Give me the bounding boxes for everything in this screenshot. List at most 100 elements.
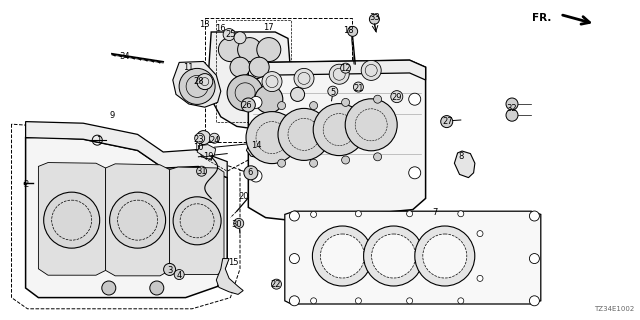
Text: 14: 14: [251, 141, 261, 150]
Text: 7: 7: [433, 208, 438, 217]
Text: 28: 28: [193, 77, 204, 86]
Circle shape: [249, 57, 269, 77]
Circle shape: [218, 38, 243, 61]
Text: 31: 31: [196, 167, 207, 176]
Circle shape: [345, 99, 397, 151]
Polygon shape: [208, 32, 291, 130]
Polygon shape: [246, 142, 272, 158]
Circle shape: [196, 131, 211, 145]
Text: 29: 29: [392, 93, 402, 102]
Circle shape: [310, 102, 317, 110]
Circle shape: [312, 226, 372, 286]
Circle shape: [406, 298, 413, 304]
Circle shape: [529, 253, 540, 264]
Circle shape: [506, 109, 518, 121]
Text: 33: 33: [369, 13, 380, 22]
Circle shape: [197, 74, 213, 90]
Text: 34: 34: [120, 52, 130, 60]
Text: 22: 22: [270, 280, 280, 289]
Circle shape: [291, 87, 305, 101]
Circle shape: [230, 57, 250, 77]
Circle shape: [255, 85, 283, 113]
Circle shape: [250, 170, 262, 182]
Circle shape: [328, 86, 338, 96]
Circle shape: [374, 153, 381, 161]
Polygon shape: [285, 211, 541, 304]
Circle shape: [164, 263, 175, 276]
Circle shape: [109, 192, 166, 248]
Text: 11: 11: [184, 63, 194, 72]
Circle shape: [289, 253, 300, 264]
Circle shape: [409, 167, 420, 179]
Text: 4: 4: [177, 271, 182, 280]
Circle shape: [209, 133, 220, 143]
Circle shape: [289, 211, 300, 221]
Circle shape: [529, 211, 540, 221]
Circle shape: [321, 234, 364, 278]
Text: 30: 30: [232, 220, 242, 228]
Circle shape: [361, 60, 381, 80]
Text: FR.: FR.: [532, 13, 552, 23]
Text: 21: 21: [353, 84, 364, 92]
Polygon shape: [26, 122, 227, 178]
Circle shape: [237, 38, 262, 61]
Circle shape: [195, 133, 205, 143]
Text: 24: 24: [209, 136, 220, 145]
Circle shape: [372, 234, 415, 278]
Circle shape: [241, 98, 255, 112]
Circle shape: [313, 104, 365, 156]
Circle shape: [257, 38, 281, 61]
Circle shape: [271, 279, 282, 289]
Text: TZ34E1002: TZ34E1002: [594, 306, 634, 312]
Circle shape: [244, 166, 258, 180]
Text: 2: 2: [23, 180, 28, 188]
Circle shape: [310, 298, 317, 304]
Circle shape: [353, 82, 364, 92]
Text: 6: 6: [247, 168, 252, 177]
Polygon shape: [106, 164, 170, 276]
Polygon shape: [216, 259, 243, 294]
Circle shape: [227, 75, 263, 111]
Circle shape: [278, 159, 285, 167]
Text: 1: 1: [97, 136, 102, 145]
Circle shape: [310, 212, 317, 217]
Polygon shape: [454, 151, 475, 178]
Polygon shape: [38, 163, 106, 275]
Circle shape: [391, 91, 403, 103]
Text: 27: 27: [443, 117, 453, 126]
Circle shape: [44, 192, 100, 248]
Circle shape: [342, 99, 349, 106]
Circle shape: [262, 72, 282, 92]
Polygon shape: [248, 60, 426, 83]
Text: 13: 13: [200, 20, 210, 28]
Circle shape: [506, 98, 518, 110]
Circle shape: [234, 32, 246, 44]
Circle shape: [355, 211, 362, 217]
Circle shape: [340, 63, 351, 73]
Circle shape: [223, 28, 235, 41]
Circle shape: [150, 281, 164, 295]
Circle shape: [348, 26, 358, 36]
Circle shape: [246, 112, 298, 164]
Text: 25: 25: [225, 30, 236, 39]
Polygon shape: [197, 145, 216, 157]
Circle shape: [342, 156, 349, 164]
Circle shape: [289, 296, 300, 306]
Circle shape: [406, 211, 413, 217]
Circle shape: [369, 14, 380, 24]
Circle shape: [441, 116, 452, 128]
Text: 32: 32: [507, 104, 517, 113]
Text: 3: 3: [167, 266, 172, 275]
Circle shape: [329, 64, 349, 84]
Circle shape: [278, 102, 285, 110]
Circle shape: [477, 231, 483, 236]
Circle shape: [477, 276, 483, 281]
Polygon shape: [26, 137, 227, 298]
Polygon shape: [248, 60, 426, 221]
Circle shape: [174, 269, 184, 280]
Circle shape: [458, 211, 464, 217]
Circle shape: [409, 93, 420, 105]
Circle shape: [355, 298, 362, 304]
Text: 8: 8: [458, 152, 463, 161]
Text: 12: 12: [340, 64, 351, 73]
